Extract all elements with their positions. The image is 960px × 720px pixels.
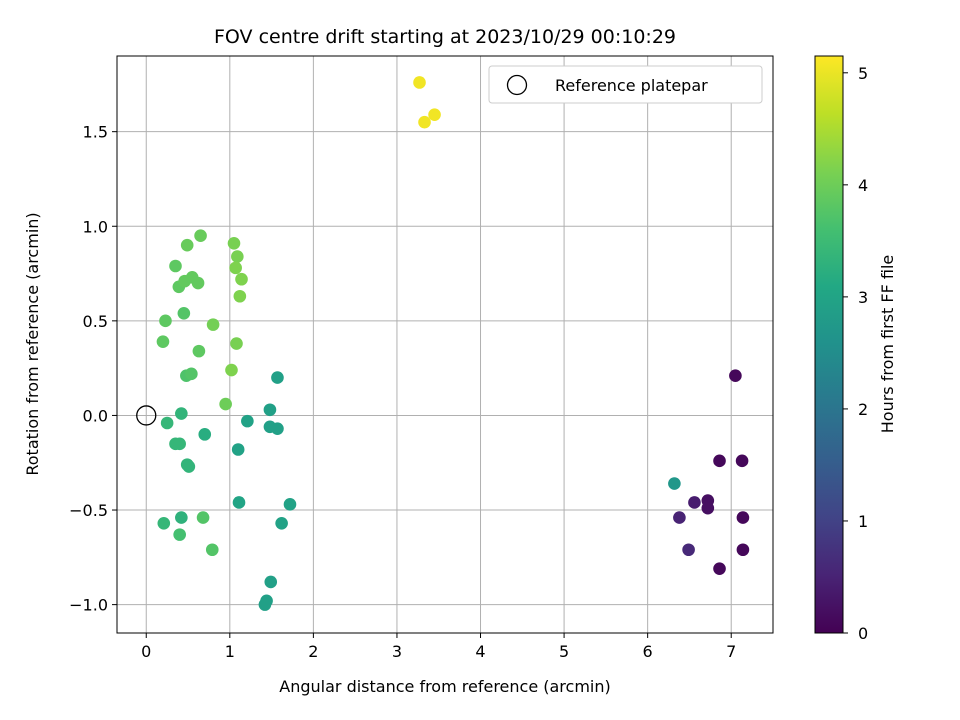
reference-marker-layer (136, 405, 157, 426)
data-point (231, 443, 245, 456)
data-point (198, 428, 212, 441)
y-axis-ticks: −1.0 −0.5 0.0 0.5 1.0 1.5 (69, 123, 117, 615)
colorbar-tick-label: 4 (858, 176, 868, 195)
y-tick-label: −0.5 (69, 501, 108, 520)
x-tick-label: 5 (559, 642, 569, 661)
x-tick-label: 6 (643, 642, 653, 661)
data-point (233, 289, 247, 303)
data-point (159, 314, 172, 328)
data-point (418, 115, 431, 129)
data-point (264, 575, 278, 589)
data-point (177, 306, 191, 320)
data-point (157, 516, 171, 530)
colorbar-gradient (814, 55, 844, 634)
data-point (271, 371, 284, 384)
data-point (271, 422, 284, 435)
data-point (232, 496, 246, 509)
legend: Reference platepar (488, 65, 763, 104)
data-point (205, 543, 219, 557)
data-point (173, 528, 186, 541)
data-point (283, 498, 297, 511)
reference-platepar-marker (136, 405, 157, 426)
data-point (196, 511, 210, 524)
colorbar: 0 1 2 3 4 5 Hours from first FF file (814, 55, 897, 643)
data-point (713, 454, 726, 468)
x-tick-label: 7 (726, 642, 736, 661)
chart-title: FOV centre drift starting at 2023/10/29 … (214, 26, 676, 48)
data-point (230, 337, 243, 350)
data-point (219, 397, 232, 411)
data-point (175, 407, 188, 420)
data-point (736, 511, 750, 524)
data-point (701, 501, 715, 515)
legend-label: Reference platepar (555, 76, 708, 95)
y-tick-label: 0.5 (83, 312, 108, 331)
colorbar-tick-label: 5 (858, 64, 868, 83)
x-tick-label: 4 (475, 642, 485, 661)
data-point (192, 344, 206, 358)
data-point (191, 276, 205, 290)
data-point (682, 543, 695, 557)
data-point (673, 511, 686, 524)
x-axis-label: Angular distance from reference (arcmin) (279, 677, 610, 696)
data-point (194, 229, 207, 243)
data-point (275, 516, 288, 530)
data-point (180, 238, 194, 252)
data-point (206, 318, 220, 331)
legend-reference-marker (506, 74, 528, 96)
data-point (241, 414, 254, 428)
data-point (156, 335, 170, 348)
y-tick-label: 1.0 (83, 217, 108, 236)
colorbar-ticks: 0 1 2 3 4 5 (843, 64, 868, 643)
data-point (735, 454, 749, 468)
colorbar-tick-label: 0 (858, 624, 868, 643)
y-tick-label: 0.0 (83, 406, 108, 425)
x-tick-label: 2 (308, 642, 318, 661)
data-point (175, 511, 188, 524)
grid-lines (117, 56, 773, 633)
data-point (182, 460, 196, 473)
colorbar-tick-label: 2 (858, 400, 868, 419)
data-point (160, 416, 174, 430)
plot-frame (116, 55, 774, 634)
colorbar-label: Hours from first FF file (878, 255, 897, 434)
data-point (225, 363, 238, 377)
data-point (713, 562, 726, 575)
data-point (428, 108, 441, 121)
data-point (729, 369, 742, 383)
data-point (231, 250, 244, 263)
colorbar-tick-label: 3 (858, 288, 868, 307)
y-tick-label: 1.5 (83, 123, 108, 142)
y-tick-label: −1.0 (69, 596, 108, 615)
x-axis-ticks: 0 1 2 3 4 5 6 7 (141, 633, 736, 661)
data-point (169, 259, 182, 273)
x-tick-label: 1 (225, 642, 235, 661)
colorbar-tick-label: 1 (858, 512, 868, 531)
data-point (227, 236, 241, 250)
data-point (235, 272, 248, 286)
data-point (185, 367, 198, 381)
data-point (229, 261, 242, 275)
data-point (413, 76, 426, 89)
data-point (258, 598, 272, 611)
data-point (688, 496, 701, 509)
x-tick-label: 3 (392, 642, 402, 661)
y-axis-label: Rotation from reference (arcmin) (23, 212, 42, 475)
legend-box (488, 65, 763, 104)
data-point (668, 477, 681, 490)
x-tick-label: 0 (141, 642, 151, 661)
data-point (736, 543, 750, 557)
data-point (173, 437, 186, 451)
data-points (156, 76, 750, 611)
data-point (263, 403, 277, 417)
